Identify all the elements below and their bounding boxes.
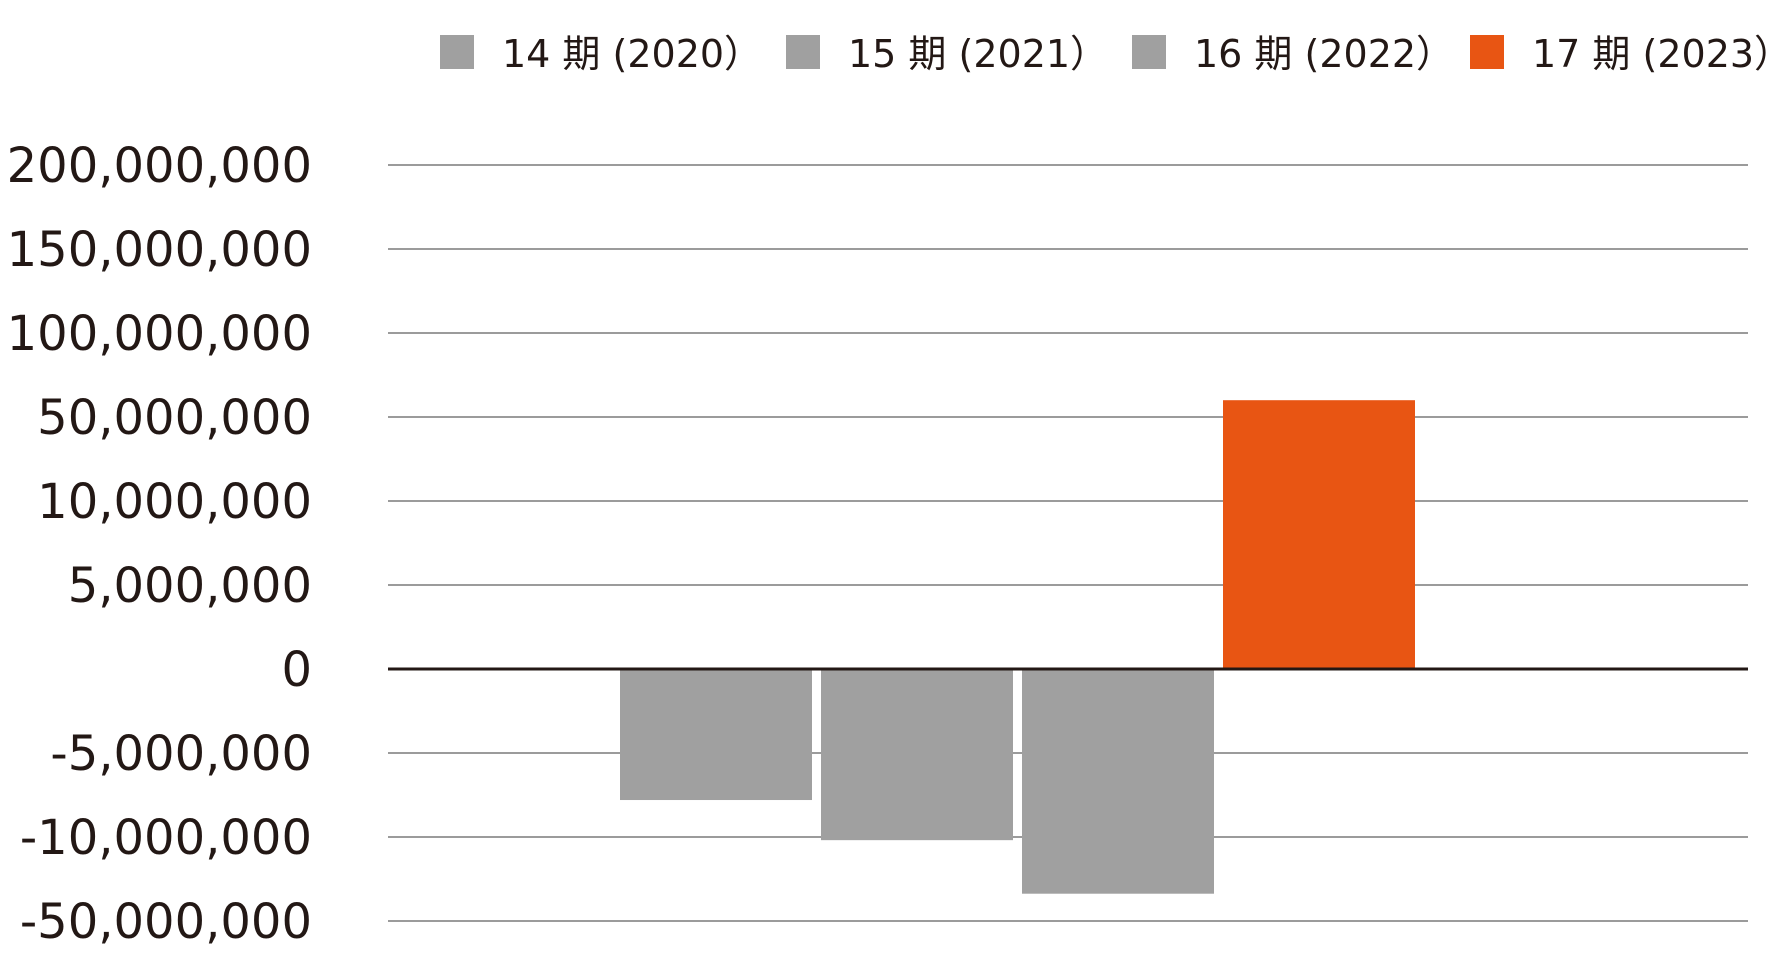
y-tick-labels: 200,000,000 150,000,000 100,000,000 50,000,…: [7, 138, 312, 950]
bar: [620, 669, 812, 801]
y-tick-label: -5,000,000: [50, 726, 312, 782]
legend: 14 期 (2020） 15 期 (2021） 16 期 (2022） 17 期 (2…: [440, 32, 1791, 76]
y-tick-label: 200,000,000: [7, 138, 312, 194]
legend-swatch: [1470, 35, 1504, 69]
legend-swatch: [1132, 35, 1166, 69]
legend-label: 14 期 (2020）: [502, 32, 762, 76]
y-tick-label: 100,000,000: [7, 306, 312, 362]
bar: [821, 669, 1013, 841]
legend-label: 16 期 (2022）: [1194, 32, 1454, 76]
y-tick-label: 5,000,000: [68, 558, 312, 614]
y-tick-label: 150,000,000: [7, 222, 312, 278]
bars: [620, 400, 1415, 894]
y-tick-label: 50,000,000: [37, 390, 312, 446]
y-tick-label: -10,000,000: [20, 810, 312, 866]
bar: [1223, 400, 1415, 669]
legend-swatch: [786, 35, 820, 69]
bar: [1022, 669, 1214, 894]
legend-label: 17 期 (2023）: [1532, 32, 1791, 76]
y-tick-label: 0: [281, 642, 312, 698]
legend-swatch: [440, 35, 474, 69]
y-tick-label: 10,000,000: [37, 474, 312, 530]
gridlines: [388, 164, 1748, 922]
y-tick-label: -50,000,000: [20, 894, 312, 950]
legend-label: 15 期 (2021）: [848, 32, 1108, 76]
